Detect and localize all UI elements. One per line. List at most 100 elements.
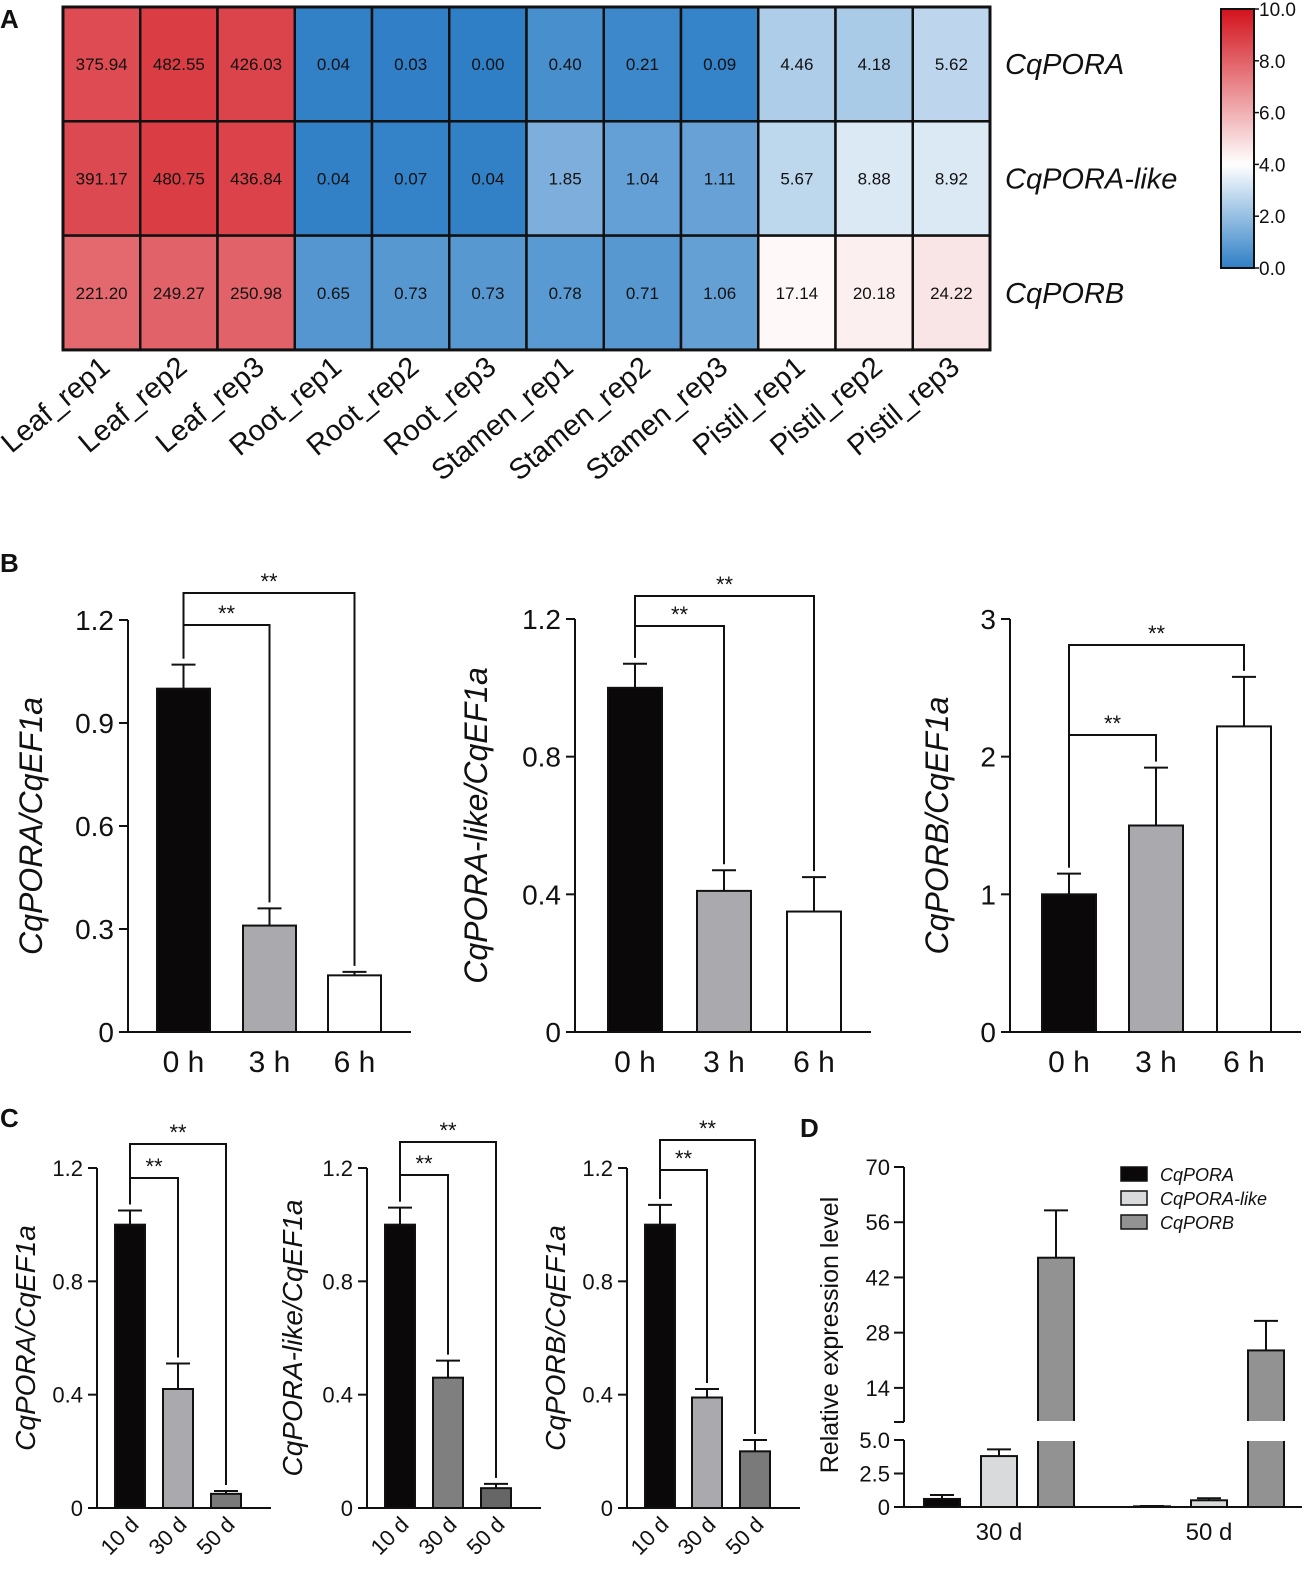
heatmap-cell-value: 17.14 — [776, 284, 819, 303]
bar — [1128, 824, 1184, 1033]
heatmap-cell-value: 20.18 — [853, 284, 896, 303]
heatmap-cell — [293, 234, 374, 352]
legend-swatch — [1120, 1166, 1148, 1182]
heatmap-row-label: CqPORA-like — [1005, 163, 1177, 195]
significance-label: ** — [699, 1116, 717, 1141]
y-axis-label: CqPORA-like/CqEF1a — [277, 1200, 308, 1477]
heatmap-cell-value: 0.04 — [471, 169, 504, 188]
y-tick-label: 1.2 — [582, 1156, 613, 1181]
significance-label: ** — [415, 1151, 433, 1176]
x-tick-label: 0 h — [614, 1046, 656, 1079]
heatmap-cell-value: 0.65 — [317, 284, 350, 303]
heatmap-cell-value: 391.17 — [76, 169, 128, 188]
heatmap-cell-value: 0.09 — [703, 55, 736, 74]
x-tick-label: 30 d — [144, 1512, 192, 1560]
bar — [644, 1223, 676, 1509]
y-tick-label: 0.4 — [582, 1383, 613, 1408]
heatmap-row-label: CqPORA — [1005, 49, 1124, 81]
y-tick-label: 0.8 — [582, 1269, 613, 1294]
x-tick-label: 0 h — [163, 1046, 205, 1079]
bar — [327, 974, 382, 1033]
heatmap-cell-value: 0.04 — [317, 169, 350, 188]
y-tick-label: 42 — [866, 1265, 890, 1290]
heatmap-cell-value: 5.67 — [780, 169, 813, 188]
bar — [384, 1223, 416, 1509]
y-tick-label: 0 — [980, 1017, 996, 1048]
x-tick-label: 10 d — [626, 1512, 674, 1560]
axis-break-gap — [1036, 1421, 1076, 1441]
y-tick-label: 0 — [545, 1017, 561, 1048]
heatmap-cell — [757, 120, 837, 237]
axis-break-gap — [1246, 1421, 1286, 1441]
bar-chart: 0 0.4 0.8 1.2 CqPORA/CqEF1a 10 d 30 d 50 d **** — [10, 1120, 271, 1560]
y-tick-label: 1.2 — [52, 1156, 83, 1181]
heatmap-cell-value: 0.40 — [549, 55, 582, 74]
bar — [114, 1223, 146, 1509]
x-tick-label: 6 h — [793, 1046, 835, 1079]
y-tick-label: 0.3 — [75, 914, 114, 945]
bar — [786, 910, 842, 1034]
x-tick-label: 6 h — [334, 1046, 376, 1079]
y-tick-label: 0 — [341, 1496, 353, 1521]
colorbar-tick-label: 6.0 — [1259, 104, 1285, 125]
y-tick-label: 0.8 — [322, 1269, 353, 1294]
significance-label: ** — [218, 601, 236, 626]
x-tick-label: 3 h — [703, 1046, 745, 1079]
y-axis-label: CqPORA/CqEF1a — [13, 697, 49, 955]
heatmap-cell-value: 0.78 — [549, 284, 582, 303]
colorbar-tick-label: 8.0 — [1259, 52, 1285, 73]
bar — [432, 1376, 464, 1509]
significance-bracket — [399, 1141, 497, 1478]
heatmap-cell — [525, 120, 605, 237]
x-tick-label: 50 d — [721, 1512, 769, 1560]
heatmap-cell — [293, 120, 374, 237]
heatmap-cell-value: 8.92 — [935, 169, 968, 188]
x-tick-label: 30 d — [976, 1519, 1023, 1546]
heatmap-cell — [139, 120, 219, 237]
heatmap-cell — [757, 5, 837, 123]
y-tick-label: 0 — [878, 1495, 890, 1520]
bar — [1041, 893, 1097, 1033]
bar — [156, 687, 211, 1034]
x-tick-label: 50 d — [462, 1512, 510, 1560]
y-tick-label: 0 — [71, 1496, 83, 1521]
y-tick-label: 3 — [980, 604, 996, 635]
bar — [1216, 725, 1272, 1033]
heatmap-cell-value: 0.00 — [471, 55, 504, 74]
y-tick-label: 14 — [866, 1376, 890, 1401]
x-tick-label: 10 d — [366, 1512, 414, 1560]
y-axis-label: CqPORB/CqEF1a — [919, 697, 955, 955]
legend-swatch — [1120, 1190, 1148, 1206]
bar — [1190, 1499, 1228, 1509]
heatmap-cell-value: 482.55 — [153, 55, 205, 74]
heatmap-cell — [448, 5, 528, 123]
heatmap-cell-value: 4.18 — [858, 55, 891, 74]
heatmap-cell-value: 0.71 — [626, 284, 659, 303]
legend-label: CqPORA-like — [1160, 1189, 1267, 1209]
y-tick-label: 0.8 — [52, 1269, 83, 1294]
legend-label: CqPORA — [1160, 1165, 1234, 1185]
bar-chart: 0 0.4 0.8 1.2 CqPORA-like/CqEF1a 0 h 3 h 6 h ** *… — [458, 572, 871, 1079]
heatmap-cell-value: 375.94 — [76, 55, 128, 74]
heatmap-cell — [448, 120, 528, 237]
significance-label: ** — [145, 1154, 163, 1179]
heatmap-cell — [525, 234, 605, 352]
significance-label: ** — [439, 1118, 457, 1143]
heatmap-cell — [139, 5, 219, 123]
heatmap-cell-value: 436.84 — [230, 169, 282, 188]
heatmap-cell — [911, 5, 992, 123]
legend-swatch — [1120, 1214, 1148, 1230]
heatmap-cell-value: 0.73 — [394, 284, 427, 303]
bar — [923, 1497, 961, 1508]
heatmap-cell-value: 0.73 — [471, 284, 504, 303]
heatmap-cell-value: 0.04 — [317, 55, 350, 74]
legend-label: CqPORB — [1160, 1213, 1234, 1233]
y-tick-label: 0.4 — [522, 879, 561, 910]
x-tick-label: 0 h — [1048, 1046, 1090, 1079]
y-axis-label: CqPORA-like/CqEF1a — [458, 667, 494, 984]
heatmap-cell-value: 0.03 — [394, 55, 427, 74]
significance-label: ** — [260, 569, 278, 594]
heatmap-cell-value: 4.46 — [780, 55, 813, 74]
y-tick-label: 0.8 — [522, 742, 561, 773]
x-tick-label: 30 d — [673, 1512, 721, 1560]
